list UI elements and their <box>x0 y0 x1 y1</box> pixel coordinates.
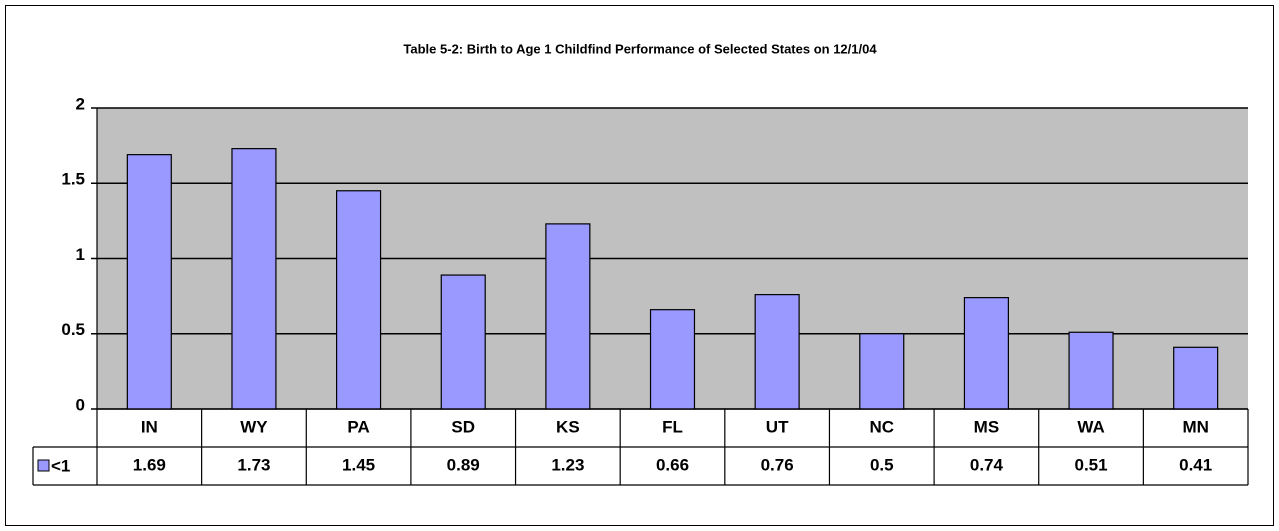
x-tick-label: NC <box>869 417 894 436</box>
bar <box>545 223 591 410</box>
y-tick-label: 2 <box>76 94 85 113</box>
x-tick-label: MS <box>974 417 1000 436</box>
x-tick-label: UT <box>766 417 789 436</box>
bar <box>1068 331 1114 410</box>
chart-title: Table 5-2: Birth to Age 1 Childfind Perf… <box>403 41 877 56</box>
bar <box>649 309 696 410</box>
y-tick-label: 1 <box>76 245 85 264</box>
bar <box>336 190 382 410</box>
bar <box>126 154 172 410</box>
table-value: 0.66 <box>656 455 689 474</box>
y-tick-label: 0.5 <box>61 320 85 339</box>
y-tick-label: 0 <box>76 395 85 414</box>
legend-key <box>37 459 50 472</box>
table-value: 0.76 <box>761 455 794 474</box>
table-value: 0.89 <box>447 455 480 474</box>
y-tick-label: 1.5 <box>61 170 85 189</box>
table-value: 0.51 <box>1074 455 1107 474</box>
x-tick-label: PA <box>347 417 369 436</box>
x-tick-label: WA <box>1077 417 1104 436</box>
bar <box>754 294 800 410</box>
table-value: 1.69 <box>133 455 166 474</box>
x-tick-label: FL <box>662 417 683 436</box>
x-tick-label: WY <box>240 417 268 436</box>
table-value: 0.74 <box>970 455 1004 474</box>
legend-label: <1 <box>51 456 70 475</box>
x-tick-label: IN <box>141 417 158 436</box>
bar <box>231 148 277 410</box>
bar <box>859 333 905 410</box>
x-tick-label: MN <box>1182 417 1208 436</box>
bar <box>1173 346 1219 410</box>
table-value: 1.45 <box>342 455 375 474</box>
table-value: 1.73 <box>237 455 270 474</box>
table-value: 0.41 <box>1179 455 1212 474</box>
bar <box>440 274 486 410</box>
x-tick-label: KS <box>556 417 580 436</box>
table-value: 0.5 <box>870 455 894 474</box>
table-value: 1.23 <box>551 455 584 474</box>
x-tick-label: SD <box>451 417 475 436</box>
bar <box>963 297 1009 410</box>
